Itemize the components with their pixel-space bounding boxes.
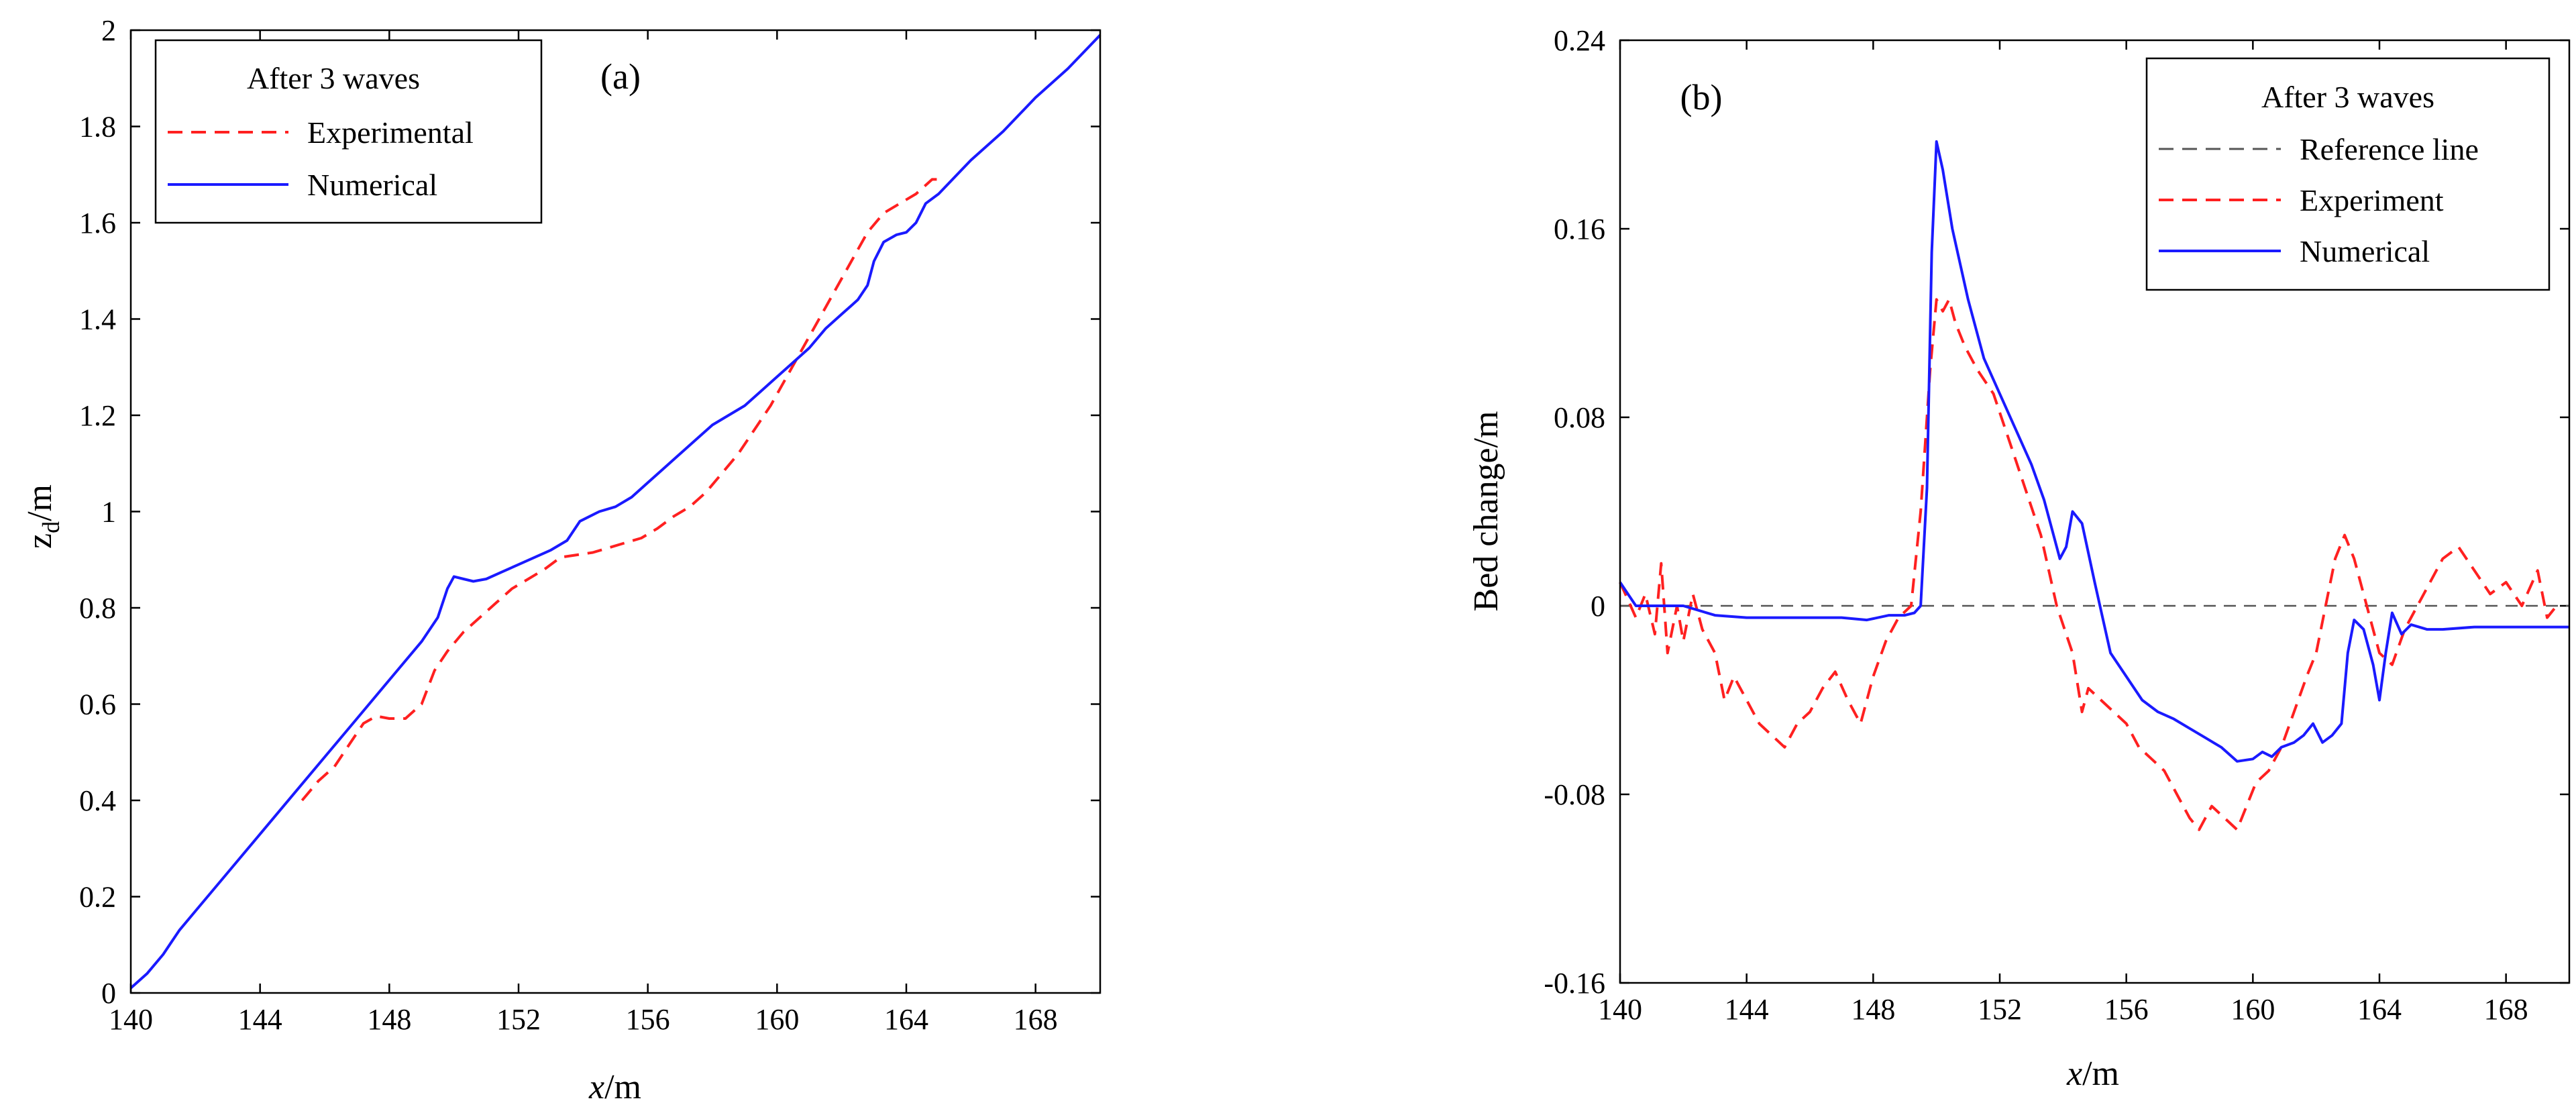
chart-a-y-tick-label: 0.4 bbox=[79, 784, 116, 817]
chart-a-y-tick-label: 0.2 bbox=[79, 881, 116, 914]
chart-a-panel-label: (a) bbox=[600, 56, 641, 97]
chart-b-x-tick-label: 164 bbox=[2357, 993, 2402, 1026]
chart-a-tick-marks bbox=[129, 29, 1100, 994]
chart-b-legend-title: After 3 waves bbox=[2261, 80, 2434, 114]
chart-b-y-tick-label: 0.08 bbox=[1554, 401, 1605, 434]
chart-b-series-experiment bbox=[1619, 298, 2558, 831]
chart-a-x-tick-label: 152 bbox=[496, 1003, 541, 1036]
chart-b-x-axis-label: x/m bbox=[2066, 1055, 2119, 1093]
chart-b-panel-label: (b) bbox=[1680, 77, 1723, 117]
chart-b-y-tick-label: 0 bbox=[1591, 590, 1605, 623]
chart-a-legend-title: After 3 waves bbox=[247, 61, 420, 95]
chart-a-y-tick-label: 1 bbox=[101, 496, 116, 529]
chart-b-x-tick-label: 160 bbox=[2231, 993, 2275, 1026]
chart-a-x-tick-labels: 140 144 148 152 156 160 164 168 bbox=[109, 1003, 1058, 1036]
chart-b-x-tick-label: 168 bbox=[2484, 993, 2528, 1026]
chart-a-legend-label-experimental: Experimental bbox=[307, 115, 474, 150]
chart-b-x-tick-label: 140 bbox=[1598, 993, 1642, 1026]
chart-b-x-tick-label: 156 bbox=[2104, 993, 2149, 1026]
chart-b-series-numerical bbox=[1619, 140, 2569, 763]
chart-a-series bbox=[129, 34, 1102, 990]
chart-a-y-tick-labels: 0 0.2 0.4 0.6 0.8 1 1.2 1.4 1.6 1.8 2 bbox=[79, 14, 116, 1010]
chart-a-plot-frame bbox=[129, 29, 1102, 994]
chart-b-legend-label-numerical: Numerical bbox=[2300, 234, 2430, 268]
chart-a-series-numerical bbox=[129, 34, 1102, 990]
chart-b-x-tick-label: 144 bbox=[1725, 993, 1769, 1026]
chart-b-x-axis-label-unit: /m bbox=[2082, 1055, 2119, 1093]
chart-a-y-tick-label: 0.8 bbox=[79, 592, 116, 625]
chart-a-x-tick-label: 168 bbox=[1014, 1003, 1058, 1036]
chart-b-series bbox=[1619, 140, 2569, 831]
chart-b-y-tick-label: 0.16 bbox=[1554, 213, 1605, 246]
chart-a-series-experimental bbox=[301, 178, 939, 802]
chart-b-legend: After 3 waves Reference line Experiment … bbox=[2145, 57, 2551, 291]
chart-b-x-tick-labels: 140 144 148 152 156 160 164 168 bbox=[1598, 993, 2528, 1026]
chart-a-x-tick-label: 148 bbox=[367, 1003, 411, 1036]
chart-b-y-axis-label: Bed change/m bbox=[1467, 411, 1505, 612]
chart-a-y-tick-label: 1.6 bbox=[79, 207, 116, 240]
chart-a-y-tick-label: 0.6 bbox=[79, 688, 116, 721]
chart-b-y-tick-label: 0.24 bbox=[1554, 24, 1605, 57]
chart-a-y-tick-label: 2 bbox=[101, 14, 116, 47]
chart-b-legend-label-reference-line: Reference line bbox=[2300, 132, 2479, 166]
chart-a-y-axis-label-sub: d bbox=[38, 521, 64, 533]
chart-a-legend-label-numerical: Numerical bbox=[307, 168, 437, 202]
chart-a-x-tick-label: 140 bbox=[109, 1003, 153, 1036]
chart-a-y-tick-label: 1.8 bbox=[79, 111, 116, 144]
chart-a-y-tick-label: 1.4 bbox=[79, 303, 116, 336]
chart-a-x-axis-label: x/m bbox=[588, 1068, 641, 1106]
chart-a-x-tick-label: 160 bbox=[755, 1003, 799, 1036]
chart-a-x-tick-label: 156 bbox=[626, 1003, 670, 1036]
chart-b-y-tick-label: -0.16 bbox=[1544, 967, 1605, 1000]
chart-b: 140 144 148 152 156 160 164 168 -0.16 -0.08 0 0.08… bbox=[1467, 24, 2571, 1093]
chart-a-y-tick-label: 1.2 bbox=[79, 399, 116, 432]
chart-b-y-tick-label: -0.08 bbox=[1544, 778, 1605, 811]
chart-a-x-axis-label-var: x bbox=[588, 1068, 604, 1106]
chart-b-x-axis-label-var: x bbox=[2066, 1055, 2082, 1093]
chart-b-legend-label-experiment: Experiment bbox=[2300, 183, 2444, 217]
chart-b-x-tick-label: 152 bbox=[1978, 993, 2022, 1026]
chart-a: 140 144 148 152 156 160 164 168 0 0.2 0.4 0.6 0.8 1 1… bbox=[21, 14, 1102, 1106]
chart-a-legend: After 3 waves Experimental Numerical bbox=[154, 39, 543, 224]
chart-a-y-axis-label: zd/m bbox=[21, 484, 64, 549]
chart-b-x-tick-label: 148 bbox=[1851, 993, 1895, 1026]
chart-b-plot-frame bbox=[1619, 39, 2571, 984]
chart-a-y-tick-label: 0 bbox=[101, 977, 116, 1010]
chart-b-y-tick-labels: -0.16 -0.08 0 0.08 0.16 0.24 bbox=[1544, 24, 1605, 1000]
chart-a-y-axis-label-unit: /m bbox=[21, 484, 59, 521]
chart-a-x-tick-label: 164 bbox=[884, 1003, 928, 1036]
chart-a-x-axis-label-unit: /m bbox=[604, 1068, 641, 1106]
chart-a-y-axis-label-main: z bbox=[21, 533, 59, 549]
chart-a-x-tick-label: 144 bbox=[238, 1003, 282, 1036]
